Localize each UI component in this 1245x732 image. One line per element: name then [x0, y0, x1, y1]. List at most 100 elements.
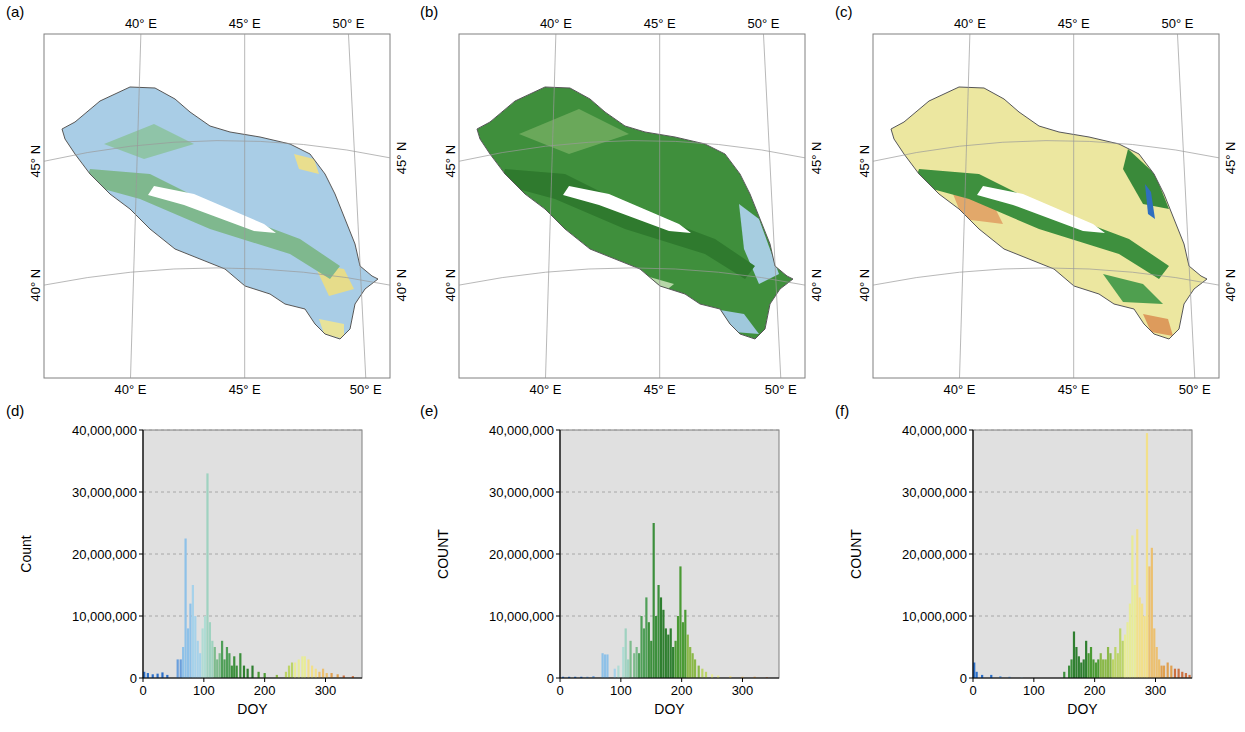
bar [226, 647, 228, 678]
bar [679, 566, 681, 678]
bar [1068, 666, 1070, 678]
bar [643, 628, 645, 678]
bar [330, 673, 332, 678]
bar [640, 616, 642, 678]
map-panel [44, 34, 390, 378]
lat-label: 45° N [809, 142, 824, 175]
bar [1181, 672, 1183, 678]
lon-label: 50° E [748, 16, 780, 31]
lon-label: 45° E [229, 382, 261, 397]
bar [204, 616, 206, 678]
bar [670, 628, 672, 678]
grid-line [143, 616, 362, 617]
bar [687, 635, 689, 678]
lon-label: 40° E [540, 16, 572, 31]
bar [1117, 653, 1119, 678]
meridian [244, 34, 245, 378]
lat-label: 40° N [394, 269, 409, 302]
bar [304, 656, 306, 678]
bar [1097, 659, 1099, 678]
figure: 40° E40° E45° E45° E50° E50° E45° N45° N… [0, 0, 1245, 732]
bar [157, 674, 159, 678]
lon-label: 45° E [1058, 382, 1090, 397]
bar [243, 666, 245, 678]
bar [1148, 566, 1150, 678]
map-patch [1123, 149, 1169, 209]
bar [1178, 669, 1180, 678]
bar [1185, 673, 1187, 678]
lat-label: 40° N [443, 269, 458, 302]
map-ridge [500, 169, 755, 279]
bar [1063, 672, 1065, 678]
bar [1143, 616, 1145, 678]
bar [199, 653, 201, 678]
lon-label: 45° E [644, 16, 676, 31]
bar [161, 672, 163, 678]
bar [692, 653, 694, 678]
bar [633, 653, 635, 678]
bar [645, 597, 647, 678]
x-tick-label: 100 [1023, 683, 1045, 698]
x-axis-title: DOY [1067, 701, 1098, 717]
bar [1156, 647, 1158, 678]
lon-label: 40° E [530, 382, 562, 397]
meridian [763, 34, 780, 378]
bar [636, 647, 638, 678]
x-axis [560, 677, 779, 678]
y-tick-label: 30,000,000 [489, 485, 554, 500]
bar [216, 659, 218, 678]
bar [301, 656, 303, 678]
bar [192, 585, 194, 678]
lat-label: 40° N [28, 269, 43, 302]
parallel [44, 268, 390, 285]
histogram-panel: 010,000,00020,000,00030,000,00040,000,00… [18, 423, 362, 718]
grid-line [143, 430, 362, 431]
bar [677, 616, 679, 678]
parallel [459, 141, 805, 162]
bar [247, 669, 249, 678]
lat-label: 45° N [857, 145, 872, 178]
bar [318, 672, 320, 678]
bar [1073, 632, 1075, 679]
bar [672, 647, 674, 678]
x-tick-label: 300 [1145, 683, 1167, 698]
map-panel [873, 34, 1219, 378]
map-nodata [563, 186, 691, 233]
grid-line [143, 554, 362, 555]
map-panel [459, 34, 805, 378]
bar [1139, 597, 1141, 678]
map-fill [62, 87, 378, 339]
bar [228, 653, 230, 678]
bar [662, 610, 664, 678]
lat-label: 45° N [443, 145, 458, 178]
meridian [1177, 34, 1194, 378]
map-frame [873, 34, 1219, 378]
lon-label: 45° E [229, 16, 261, 31]
bar [1141, 604, 1143, 678]
bar [682, 622, 684, 678]
bar [629, 641, 631, 678]
bar [285, 672, 287, 678]
x-tick-label: 300 [732, 683, 754, 698]
map-outline [62, 87, 378, 339]
map-patch [1103, 274, 1163, 304]
bar [236, 666, 238, 678]
lon-label: 40° E [115, 382, 147, 397]
bar [1100, 653, 1102, 678]
grid-line [973, 554, 1192, 555]
bar [701, 669, 703, 678]
y-axis-title: Count [18, 535, 34, 572]
x-axis [973, 677, 1192, 678]
lat-label: 45° N [1223, 142, 1238, 175]
bar [1070, 659, 1072, 678]
y-tick-label: 20,000,000 [489, 547, 554, 562]
bars [973, 433, 1191, 678]
bar [660, 597, 662, 678]
plot-background [143, 430, 362, 678]
bar [239, 653, 241, 678]
bar [1078, 656, 1080, 678]
bar [1114, 647, 1116, 678]
bar [1109, 653, 1111, 678]
bar [322, 669, 324, 678]
grid-line [973, 430, 1192, 431]
